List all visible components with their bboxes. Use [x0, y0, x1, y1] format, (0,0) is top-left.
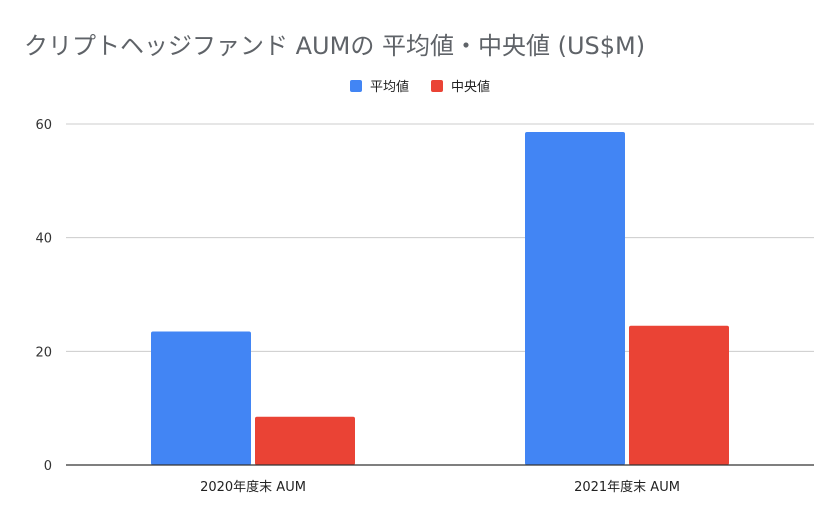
legend-swatch [349, 79, 362, 92]
legend-label: 平均値 [369, 80, 409, 95]
y-tick-label: 0 [44, 459, 52, 474]
bar [629, 325, 729, 465]
legend: 平均値 中央値 [0, 76, 840, 95]
x-category-label: 2021年度末 AUM [574, 479, 680, 495]
y-tick-label: 40 [35, 232, 52, 247]
legend-label: 中央値 [451, 80, 491, 95]
bar [255, 416, 355, 465]
y-tick-label: 20 [35, 345, 52, 360]
y-tick-label: 60 [35, 118, 52, 133]
legend-item: 中央値 [431, 76, 490, 95]
bar [151, 331, 251, 465]
legend-item: 平均値 [349, 76, 409, 95]
chart-title: クリプトヘッジファンド AUMの 平均値・中央値 (US$M) [24, 32, 646, 60]
x-category-label: 2020年度末 AUM [200, 479, 306, 495]
legend-swatch [431, 79, 443, 92]
bar [525, 131, 625, 465]
